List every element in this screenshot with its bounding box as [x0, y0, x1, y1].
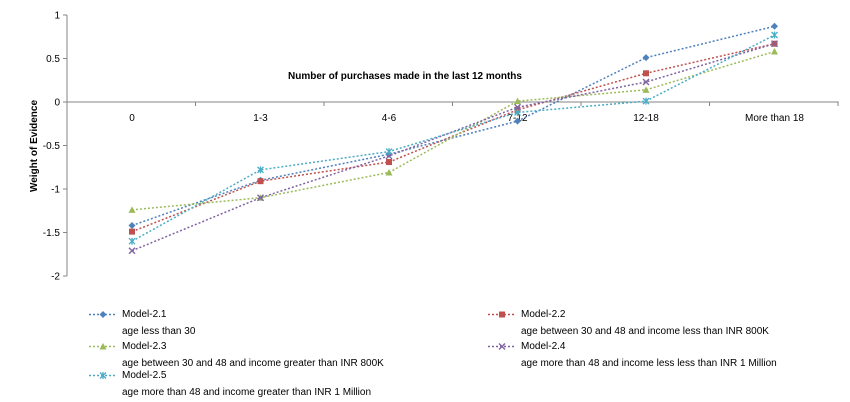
y-tick-label: 0.5	[46, 54, 60, 65]
y-tick-label: -0.5	[43, 141, 61, 152]
series-model-2-5	[128, 31, 778, 245]
data-point	[128, 222, 136, 230]
legend-marker	[99, 311, 107, 318]
legend-series-name: Model-2.4	[521, 341, 566, 352]
data-point	[386, 159, 392, 166]
data-point	[643, 70, 649, 77]
data-point	[771, 40, 778, 48]
x-tick-label: 1-3	[253, 113, 268, 124]
series-line	[131, 50, 775, 211]
data-point	[642, 54, 650, 62]
series-layer	[128, 22, 778, 255]
series-line	[131, 42, 775, 233]
legend-series-description: age more than 48 and income greater than…	[122, 387, 372, 398]
legend-marker	[99, 372, 107, 379]
data-point	[642, 86, 650, 93]
y-tick-label: -1.5	[43, 228, 61, 239]
legend-series-name: Model-2.3	[122, 341, 167, 352]
legend-series-description: age between 30 and 48 and income greater…	[122, 358, 384, 369]
series-line	[131, 25, 775, 227]
data-point	[129, 228, 135, 235]
data-point	[257, 194, 264, 202]
x-tick-label: 0	[129, 113, 135, 124]
data-point	[128, 247, 136, 255]
legend-series-name: Model-2.5	[122, 370, 167, 381]
y-tick-label: -1	[51, 185, 60, 196]
legend-series-name: Model-2.2	[521, 309, 566, 320]
data-point	[128, 206, 136, 213]
data-point	[514, 117, 521, 125]
y-tick-label: 1	[54, 11, 60, 22]
legend-marker	[499, 311, 505, 318]
x-tick-label: 4-6	[382, 113, 397, 124]
data-point	[642, 97, 650, 105]
chart-title: Number of purchases made in the last 12 …	[288, 71, 522, 82]
data-point	[514, 97, 521, 105]
legend-swatch	[488, 311, 516, 318]
data-point	[642, 78, 650, 86]
y-axis-label: Weight of Evidence	[29, 100, 40, 192]
legend-swatch	[89, 311, 117, 318]
series-line	[131, 34, 775, 242]
legend-marker	[498, 343, 506, 350]
data-point	[771, 22, 778, 30]
legend-swatch	[89, 372, 117, 379]
y-tick-label: 0	[54, 98, 60, 109]
legend-swatch	[89, 343, 117, 350]
legend-series-description: age more than 48 and income less less th…	[521, 358, 777, 369]
data-point	[514, 108, 521, 116]
series-model-2-4	[128, 40, 778, 255]
legend-series-description: age less than 30	[122, 326, 196, 337]
series-model-2-3	[128, 48, 778, 213]
y-tick-label: -2	[51, 272, 60, 283]
series-model-2-1	[128, 22, 778, 230]
data-point	[128, 237, 136, 245]
x-tick-label: More than 18	[745, 113, 804, 124]
data-point	[771, 31, 778, 39]
data-point	[257, 166, 264, 174]
legend-series-name: Model-2.1	[122, 309, 167, 320]
data-point	[385, 168, 393, 176]
x-tick-label: 12-18	[633, 113, 659, 124]
data-point	[514, 103, 521, 111]
data-point	[771, 48, 778, 55]
legend-swatch	[488, 343, 516, 350]
series-line	[131, 42, 775, 252]
data-point	[257, 178, 264, 185]
data-point	[385, 148, 393, 156]
legend-marker	[99, 343, 107, 350]
legend-series-description: age between 30 and 48 and income less th…	[521, 326, 769, 337]
